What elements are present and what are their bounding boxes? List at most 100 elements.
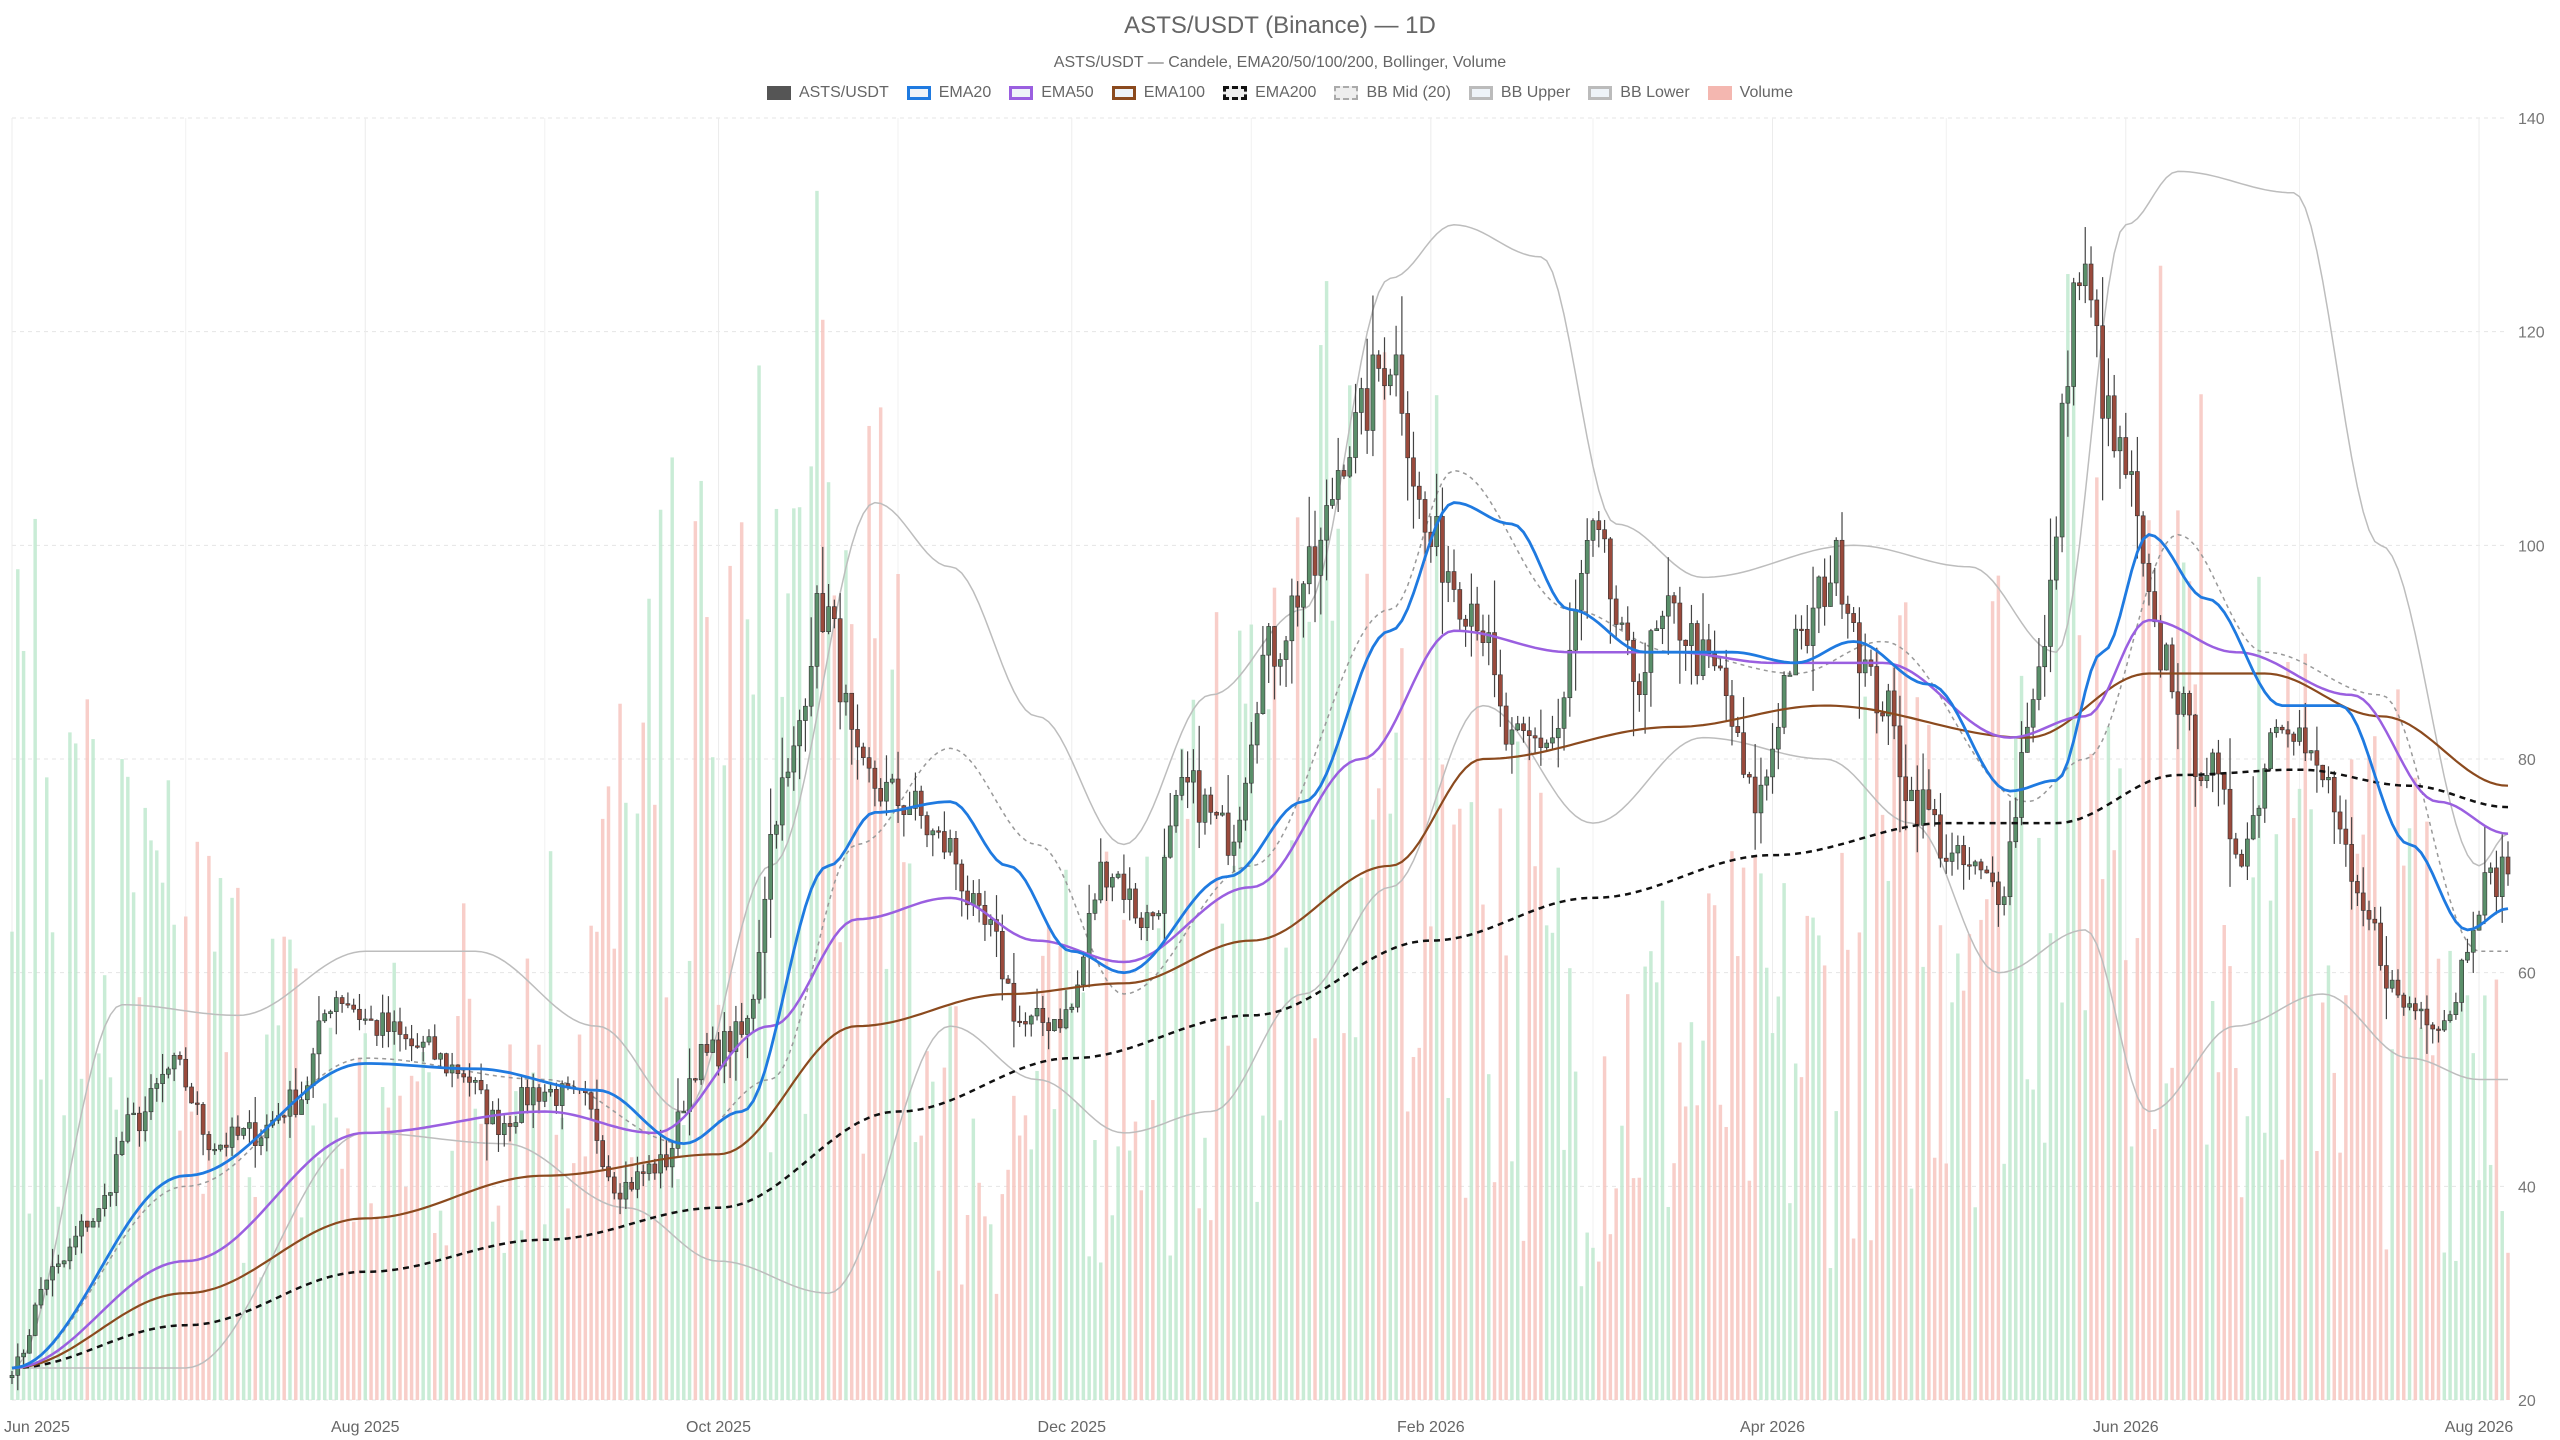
volume-bar <box>1521 1240 1526 1400</box>
candle-body <box>999 931 1005 980</box>
candle-body <box>1642 672 1648 695</box>
volume-bar <box>2037 837 2041 1400</box>
candle-body <box>171 1055 177 1070</box>
volume-bar <box>2112 850 2116 1400</box>
volume-bar <box>1197 1208 1201 1400</box>
volume-bar <box>2326 965 2331 1400</box>
candle-body <box>750 998 756 1019</box>
candle-body <box>1596 520 1602 530</box>
legend-item-ema50[interactable]: EMA50 <box>1009 84 1094 102</box>
volume-bar <box>1122 919 1126 1400</box>
volume-bar <box>166 780 171 1400</box>
candle-body <box>397 1021 403 1035</box>
candle-body <box>2123 437 2129 475</box>
candle-body <box>889 778 895 783</box>
candle-body <box>1932 809 1937 816</box>
candle-body <box>2470 929 2476 953</box>
x-tick-label: Apr 2026 <box>1740 1419 1805 1436</box>
volume-bar <box>1261 1115 1265 1400</box>
legend-label-bbupper: BB Upper <box>1500 84 1571 101</box>
candle-body <box>2106 395 2111 419</box>
volume-bar <box>2216 1072 2221 1400</box>
volume-bar <box>1075 1103 1080 1400</box>
legend-item-ema100[interactable]: EMA100 <box>1111 84 1205 102</box>
volume-bar <box>583 1156 588 1400</box>
volume-bar <box>2170 1067 2174 1400</box>
candle-body <box>513 1122 519 1127</box>
candle-body <box>386 1012 391 1032</box>
volume-bar <box>618 703 622 1400</box>
volume-bar <box>1863 696 1867 1400</box>
volume-bar <box>2176 510 2180 1401</box>
volume-bar <box>2413 777 2418 1400</box>
volume-bar <box>745 619 750 1400</box>
candle-body <box>1492 632 1497 676</box>
legend-item-candles[interactable]: ASTS/USDT <box>766 84 889 102</box>
candle-body <box>918 790 924 816</box>
volume-bar <box>1440 764 1445 1400</box>
legend-item-bblower[interactable]: BB Lower <box>1588 84 1690 102</box>
legend-item-ema200[interactable]: EMA200 <box>1223 84 1316 102</box>
candle-body <box>90 1221 96 1228</box>
volume-bar <box>2147 520 2151 1400</box>
legend-item-volume[interactable]: Volume <box>1707 84 1793 102</box>
candle-body <box>1370 354 1376 431</box>
candle-body <box>2036 666 2042 700</box>
volume-bar <box>1272 587 1277 1400</box>
volume-bar <box>1707 893 1711 1400</box>
candle-body <box>438 1053 443 1060</box>
volume-bar <box>2483 995 2487 1400</box>
candle-body <box>102 1195 107 1209</box>
legend-item-ema20[interactable]: EMA20 <box>906 84 991 102</box>
volume-bar <box>2500 1211 2504 1400</box>
legend-label-ema200: EMA200 <box>1255 84 1317 101</box>
chart-subtitle: ASTS/USDT — Candele, EMA20/50/100/200, B… <box>1053 54 1507 71</box>
volume-bar <box>705 617 709 1400</box>
legend-item-bbupper[interactable]: BB Upper <box>1468 84 1571 102</box>
volume-bar <box>369 1203 373 1400</box>
candle-body <box>1857 622 1862 674</box>
candle-body <box>2314 750 2320 766</box>
legend-item-bbmid[interactable]: BB Mid (20) <box>1334 84 1451 102</box>
candle-body <box>623 1181 629 1200</box>
candle-body <box>1173 794 1179 827</box>
candle-body <box>826 606 831 632</box>
candle-body <box>2169 644 2175 693</box>
volume-bar <box>421 1052 425 1400</box>
candle-body <box>444 1053 449 1074</box>
candle-body <box>1324 505 1329 541</box>
volume-bar <box>983 1216 987 1400</box>
candle-body <box>1799 628 1804 631</box>
candle-body <box>994 919 999 932</box>
candle-body <box>478 1080 484 1091</box>
candle-body <box>1712 653 1717 667</box>
candle-body <box>1272 626 1277 667</box>
candle-body <box>1775 726 1781 750</box>
volume-bar <box>1683 1106 1688 1400</box>
candle-body <box>1943 857 1949 862</box>
volume-bar <box>1741 867 1746 1400</box>
volume-bar <box>45 777 49 1400</box>
candle-body <box>1393 354 1399 376</box>
candle-body <box>2430 1024 2436 1030</box>
candle-body <box>1052 1019 1057 1032</box>
volume-bar <box>600 818 605 1400</box>
volume-bar <box>1903 602 1908 1400</box>
volume-bar <box>1093 1140 1097 1400</box>
candle-body <box>1949 852 1955 862</box>
volume-bar <box>1811 917 1815 1400</box>
candle-body <box>281 1115 287 1118</box>
candle-body <box>866 757 872 769</box>
volume-bar <box>537 1044 541 1400</box>
candle-body <box>1555 728 1561 739</box>
candle-body <box>2297 727 2302 742</box>
volume-bar <box>1006 1169 1010 1400</box>
candle-body <box>1747 774 1752 778</box>
volume-bar <box>2031 1089 2035 1400</box>
volume-bar <box>1365 573 1369 1400</box>
volume-bar <box>386 1107 391 1400</box>
candle-body <box>1254 713 1260 746</box>
volume-bar <box>351 1221 356 1400</box>
x-tick-label: Oct 2025 <box>686 1419 751 1436</box>
volume-bar <box>890 669 894 1400</box>
